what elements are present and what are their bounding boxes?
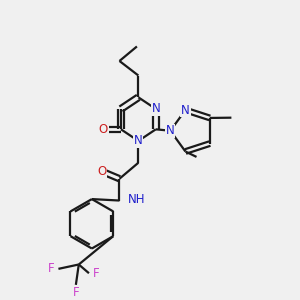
- Text: N: N: [152, 103, 160, 116]
- Text: F: F: [73, 286, 79, 298]
- Text: N: N: [166, 124, 175, 137]
- Text: N: N: [134, 134, 143, 147]
- Text: O: O: [98, 165, 107, 178]
- Text: F: F: [93, 267, 100, 280]
- Text: F: F: [48, 262, 55, 275]
- Text: NH: NH: [128, 193, 145, 206]
- Text: O: O: [99, 123, 108, 136]
- Text: N: N: [181, 103, 190, 116]
